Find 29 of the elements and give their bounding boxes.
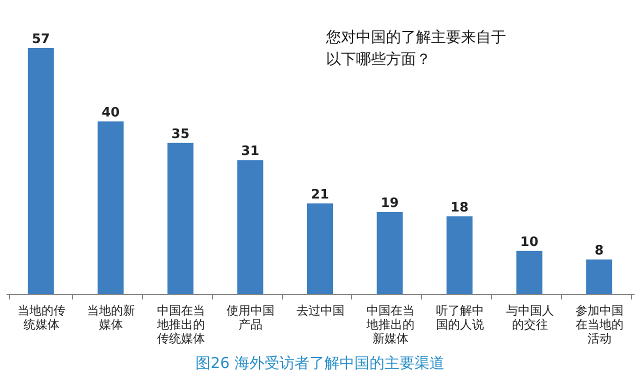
data-label: 31 bbox=[241, 144, 260, 160]
annotation: 您对中国的了解主要来自于以下哪些方面？ bbox=[325, 28, 506, 68]
data-label: 35 bbox=[171, 126, 190, 142]
data-label: 40 bbox=[102, 105, 120, 120]
x-tick-label: 中国在当地推出的传统媒体 bbox=[156, 304, 205, 346]
bar bbox=[376, 212, 403, 294]
x-tick-label: 中国在当地推出的新媒体 bbox=[365, 304, 414, 346]
data-label: 21 bbox=[310, 187, 330, 202]
data-label: 19 bbox=[380, 196, 399, 211]
data-label: 18 bbox=[450, 200, 469, 216]
bar bbox=[28, 48, 54, 294]
bar bbox=[516, 250, 542, 294]
data-label: 8 bbox=[594, 243, 604, 258]
x-tick-label: 参加中国在当地的活动 bbox=[576, 304, 624, 346]
bar bbox=[446, 216, 473, 294]
x-tick-label: 与中国人的交往 bbox=[506, 304, 554, 332]
x-tick-label: 去过中国 bbox=[296, 304, 344, 318]
bar bbox=[307, 203, 333, 294]
bar bbox=[586, 259, 612, 294]
bar bbox=[237, 160, 264, 294]
x-tick-label: 听了解中国的人说 bbox=[436, 304, 484, 332]
bar bbox=[98, 121, 124, 294]
bar bbox=[167, 142, 194, 294]
data-label: 57 bbox=[32, 32, 50, 47]
text: 图26 海外受访者了解中国的主要渠道 bbox=[196, 354, 444, 372]
x-tick-label: 当地的新媒体 bbox=[87, 304, 136, 332]
data-label: 10 bbox=[520, 234, 538, 250]
x-tick-label: 当地的传统媒体 bbox=[17, 304, 66, 332]
x-tick-label: 使用中国产品 bbox=[226, 304, 275, 332]
